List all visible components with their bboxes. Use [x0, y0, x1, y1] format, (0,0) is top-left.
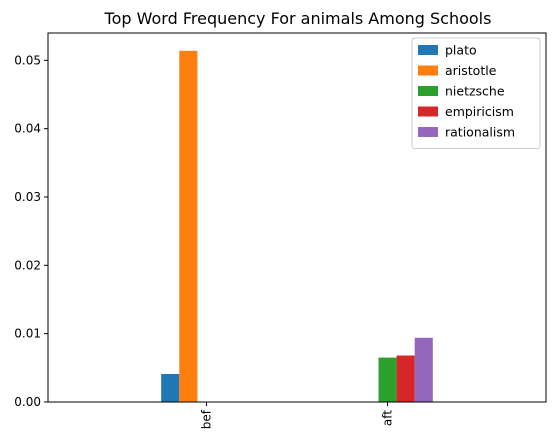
legend-swatch-nietzsche [418, 86, 438, 96]
bar-rationalism-aft [414, 337, 433, 402]
x-tick-label: aft [381, 410, 395, 426]
bar-empiricism-aft [396, 355, 415, 402]
plot-area [47, 32, 547, 403]
y-tick-label: 0.02 [14, 258, 41, 272]
legend: plato aristotle nietzsche empiricism rationa… [411, 37, 541, 149]
bar-aristotle-bef [179, 50, 198, 403]
legend-label-empiricism: empiricism [445, 104, 514, 119]
legend-box [411, 37, 541, 149]
bar-plato-bef [161, 373, 180, 402]
y-tick-label: 0.04 [14, 122, 41, 136]
legend-label-rationalism: rationalism [445, 125, 515, 140]
legend-swatch-empiricism [418, 106, 438, 117]
legend-label-nietzsche: nietzsche [445, 84, 505, 99]
legend-swatch-aristotle [418, 65, 438, 76]
x-tick-label: bef [199, 409, 213, 429]
y-tick-label: 0.01 [14, 327, 41, 341]
legend-swatch-plato [418, 45, 438, 55]
chart-title: Top Word Frequency For animals Among Sch… [104, 9, 492, 28]
bar-nietzsche-aft [378, 357, 397, 402]
legend-label-aristotle: aristotle [445, 63, 497, 78]
y-tick-label: 0.00 [14, 395, 41, 409]
legend-label-plato: plato [445, 43, 477, 58]
x-axis: bef aft [199, 402, 395, 429]
y-tick-label: 0.03 [14, 190, 41, 204]
y-tick-label: 0.05 [14, 53, 41, 67]
y-axis: 0.00 0.01 0.02 0.03 0.04 0.05 [14, 53, 48, 409]
plot-frame [47, 32, 547, 403]
legend-swatch-rationalism [418, 127, 438, 137]
